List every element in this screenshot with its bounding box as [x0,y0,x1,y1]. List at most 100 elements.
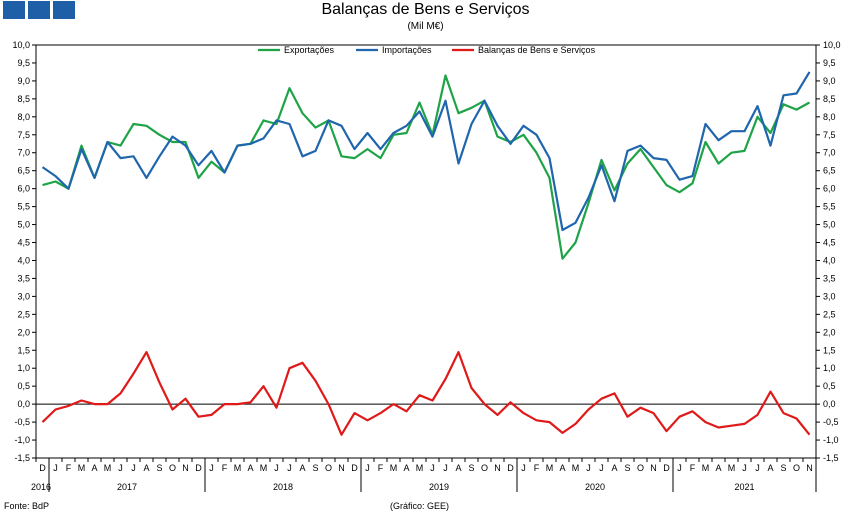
y-tick-label-left: 0,5 [17,381,30,391]
x-tick-label: S [156,463,162,473]
x-tick-label: J [677,463,682,473]
x-tick-label: S [780,463,786,473]
legend-label-2: Importações [382,45,432,55]
y-tick-label-left: 2,5 [17,309,30,319]
y-tick-label-right: 9,0 [823,76,836,86]
x-tick-label: J [53,463,58,473]
y-tick-label-right: 5,5 [823,202,836,212]
y-tick-label-left: 1,5 [17,345,30,355]
y-tick-label-right: 6,5 [823,166,836,176]
y-tick-label-left: -1,0 [14,435,30,445]
x-tick-label: J [365,463,370,473]
x-tick-label: J [131,463,136,473]
x-tick-label: M [260,463,268,473]
y-tick-label-right: 2,0 [823,327,836,337]
logo-block-1 [3,1,25,19]
x-tick-label: J [274,463,279,473]
x-tick-label: N [182,463,189,473]
x-tick-label: A [559,463,565,473]
x-tick-label: O [169,463,176,473]
x-tick-label: S [312,463,318,473]
x-tick-label: O [793,463,800,473]
x-tick-label: N [494,463,501,473]
x-tick-label: D [351,463,358,473]
y-tick-label-right: 4,0 [823,255,836,265]
y-tick-label-left: 5,0 [17,220,30,230]
y-tick-label-right: 4,5 [823,238,836,248]
y-tick-label-right: 7,5 [823,130,836,140]
y-tick-label-left: 7,0 [17,148,30,158]
y-tick-label-right: 8,0 [823,112,836,122]
y-tick-label-right: 2,5 [823,309,836,319]
x-tick-label: A [143,463,149,473]
x-tick-label: M [416,463,424,473]
y-tick-label-right: -1,0 [823,435,839,445]
x-tick-label: M [702,463,710,473]
y-tick-label-right: 0,0 [823,399,836,409]
year-label: 2017 [117,482,137,492]
legend-label-3: Balanças de Bens e Serviços [478,45,596,55]
y-tick-label-right: 5,0 [823,220,836,230]
x-tick-label: M [234,463,242,473]
x-tick-label: J [430,463,435,473]
y-tick-label-right: 8,5 [823,94,836,104]
x-tick-label: A [767,463,773,473]
x-tick-label: J [586,463,591,473]
year-label: 2016 [31,482,51,492]
y-tick-label-right: 0,5 [823,381,836,391]
x-tick-label: O [481,463,488,473]
chart-subtitle: (Mil M€) [407,21,444,32]
y-tick-label-left: -0,5 [14,417,30,427]
year-label: 2021 [734,482,754,492]
y-tick-label-left: 2,0 [17,327,30,337]
x-tick-label: F [690,463,696,473]
x-tick-label: A [403,463,409,473]
y-tick-label-left: 6,0 [17,184,30,194]
x-tick-label: A [611,463,617,473]
y-tick-label-right: 9,5 [823,58,836,68]
x-tick-label: A [247,463,253,473]
y-tick-label-right: 6,0 [823,184,836,194]
year-label: 2019 [429,482,449,492]
x-tick-label: J [118,463,123,473]
logo-block-2 [28,1,50,19]
x-tick-label: D [39,463,46,473]
x-tick-label: D [507,463,514,473]
x-tick-label: M [390,463,398,473]
y-tick-label-right: 3,5 [823,273,836,283]
x-tick-label: D [663,463,670,473]
y-tick-label-left: 3,5 [17,273,30,283]
plot-frame [35,44,817,459]
x-tick-label: J [599,463,604,473]
y-tick-label-left: 5,5 [17,202,30,212]
y-tick-label-left: 8,0 [17,112,30,122]
y-tick-label-right: -0,5 [823,417,839,427]
y-tick-label-left: -1,5 [14,453,30,463]
series-line-3 [41,351,811,436]
y-tick-label-right: 1,5 [823,345,836,355]
y-tick-label-left: 0,0 [17,399,30,409]
y-tick-label-right: 1,0 [823,363,836,373]
x-tick-label: F [66,463,72,473]
x-tick-label: A [299,463,305,473]
y-tick-label-right: 3,0 [823,291,836,301]
x-tick-label: A [91,463,97,473]
y-tick-label-left: 6,5 [17,166,30,176]
x-tick-label: S [468,463,474,473]
x-tick-label: M [728,463,736,473]
x-tick-label: J [742,463,747,473]
chart-title: Balanças de Bens e Serviços [321,1,530,18]
year-label: 2020 [585,482,605,492]
x-tick-label: N [806,463,813,473]
y-tick-label-left: 4,5 [17,238,30,248]
x-tick-label: D [195,463,202,473]
x-tick-label: J [443,463,448,473]
x-tick-label: F [378,463,384,473]
x-tick-label: J [209,463,214,473]
x-tick-label: F [222,463,228,473]
y-tick-label-left: 10,0 [12,40,30,50]
x-tick-label: M [546,463,554,473]
y-tick-label-left: 1,0 [17,363,30,373]
x-tick-label: A [715,463,721,473]
